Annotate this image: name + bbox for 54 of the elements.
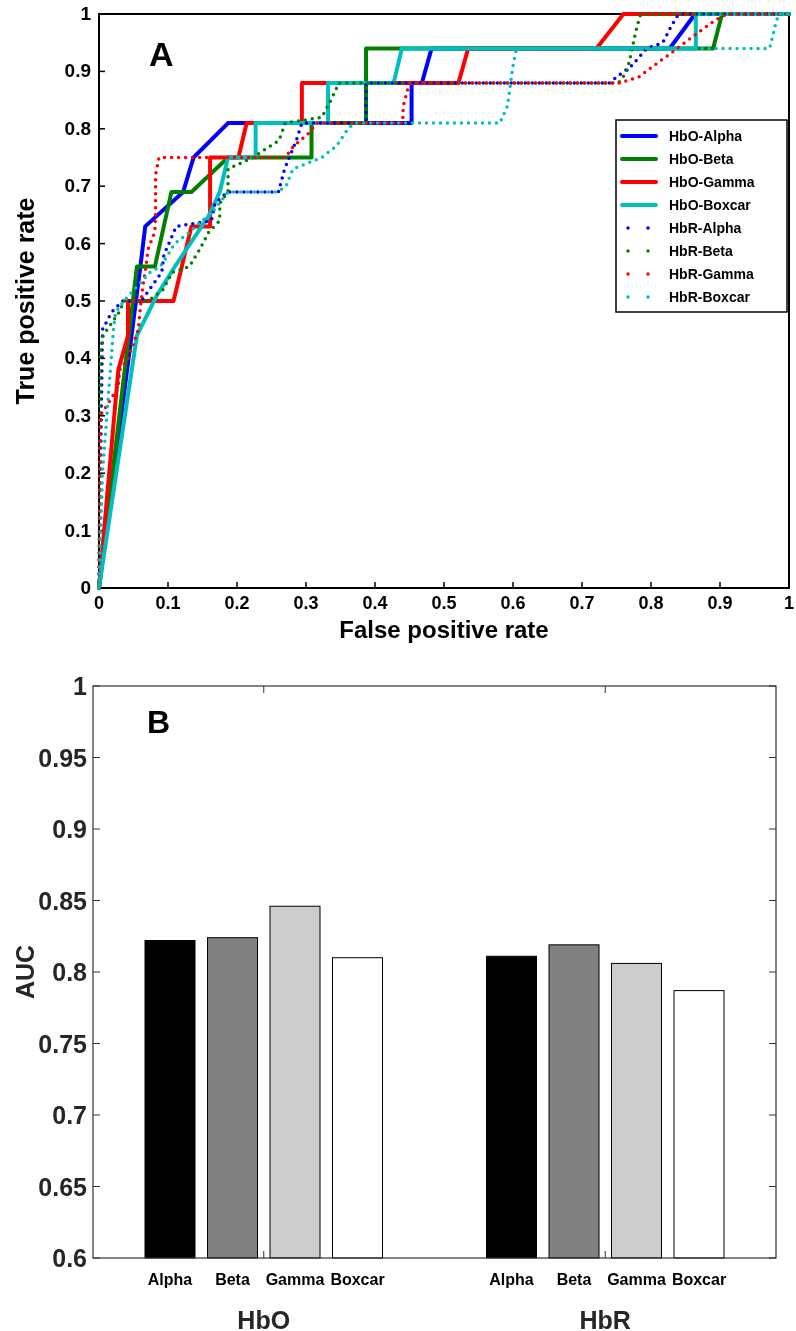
x-tick-label: 0.8 — [638, 593, 664, 613]
text: Gamma — [607, 1271, 666, 1288]
text: Beta — [556, 1271, 592, 1288]
text: B — [147, 704, 171, 740]
legend-label: HbO-Alpha — [669, 128, 743, 144]
legend-label: HbO-Gamma — [669, 174, 755, 190]
x-tick-label: HbR — [579, 1306, 631, 1331]
text: A — [149, 35, 174, 73]
x-tick-label: HbO — [237, 1306, 291, 1331]
legend-label: HbR-Alpha — [669, 220, 742, 236]
y-tick-label: 0.9 — [64, 60, 91, 82]
legend-label: HbR-Gamma — [669, 266, 755, 282]
y-tick-label: 0.8 — [64, 117, 91, 139]
y-tick-label: 0.95 — [38, 743, 88, 772]
x-tick-label: 0.7 — [569, 593, 595, 613]
legend-label: HbR-Beta — [669, 243, 733, 259]
y-tick-label: 0.6 — [64, 232, 91, 254]
y-tick-label: 0.2 — [64, 462, 91, 484]
x-axis-title: False positive rate — [339, 616, 549, 643]
legend-label: HbR-Boxcar — [669, 289, 751, 305]
x-tick-label: 0.4 — [362, 593, 388, 613]
y-tick-label: 0.5 — [64, 290, 92, 311]
legend-label: HbO-Beta — [669, 151, 734, 167]
y-tick-label: 0.1 — [64, 519, 92, 541]
y-axis-title: AUC — [11, 944, 39, 1000]
y-tick-label: 0.7 — [64, 175, 91, 197]
y-tick-label: 0.8 — [52, 958, 88, 986]
series-label: Boxcar — [330, 1271, 385, 1288]
x-tick-label: 0 — [93, 593, 105, 613]
y-tick-label: 0.75 — [38, 1029, 88, 1058]
y-tick-label: 0.7 — [52, 1101, 87, 1129]
y-tick-label: 1 — [73, 672, 88, 700]
y-tick-label: 0.65 — [38, 1172, 88, 1201]
y-axis-title: True positive rate — [11, 197, 39, 405]
y-tick-label: 0.4 — [64, 347, 92, 369]
x-tick-label: 0.9 — [707, 593, 733, 613]
y-tick-label: 0.6 — [52, 1244, 87, 1272]
series-label: Alpha — [147, 1271, 193, 1288]
x-tick-label: 0.3 — [293, 593, 319, 613]
x-tick-label: 0.5 — [431, 593, 457, 613]
x-tick-label: 0.2 — [224, 593, 250, 613]
y-tick-label: 0.9 — [52, 815, 87, 843]
text: Alpha — [489, 1271, 534, 1288]
y-tick-label: 0 — [80, 577, 91, 598]
text: Boxcar — [671, 1271, 727, 1288]
series-label: Gamma — [265, 1271, 325, 1288]
x-tick-label: 0.1 — [155, 593, 181, 613]
legend-label: HbO-Boxcar — [669, 197, 752, 213]
x-tick-label: 0.6 — [500, 593, 526, 613]
y-tick-label: 1 — [80, 3, 92, 24]
x-tick-label: 1 — [783, 593, 795, 613]
y-tick-label: 0.85 — [38, 886, 88, 915]
y-tick-label: 0.3 — [64, 404, 91, 426]
series-label: Beta — [215, 1271, 250, 1288]
